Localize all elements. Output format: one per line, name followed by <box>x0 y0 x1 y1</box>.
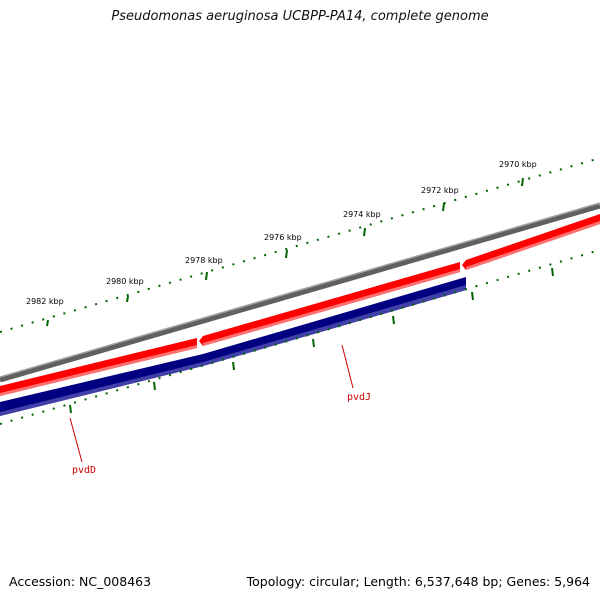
gene-label-pvdD[interactable]: pvdD <box>72 465 96 476</box>
tick-label-2980: 2980 kbp <box>106 277 144 286</box>
tick-label-2978: 2978 kbp <box>185 256 223 265</box>
tick-label-2982: 2982 kbp <box>26 297 64 306</box>
forward-feature-3 <box>462 214 600 270</box>
tick-label-2970: 2970 kbp <box>499 160 537 169</box>
forward-feature-track <box>0 214 600 396</box>
gene-track <box>0 277 466 416</box>
inner-major-ticks <box>69 267 554 414</box>
tick-label-2976: 2976 kbp <box>264 233 302 242</box>
forward-feature-2 <box>199 262 460 346</box>
tick-label-2974: 2974 kbp <box>343 210 381 219</box>
accession-text: Accession: NC_008463 <box>9 574 152 589</box>
outer-major-ticks <box>46 177 524 327</box>
genome-title: Pseudomonas aeruginosa UCBPP-PA14, compl… <box>111 9 489 24</box>
tick-label-2972: 2972 kbp <box>421 186 459 195</box>
pvdd-leader-line <box>69 417 83 463</box>
gene-label-pvdJ[interactable]: pvdJ <box>347 392 371 403</box>
backbone-ring <box>0 202 600 383</box>
pvdj-leader-line <box>341 344 354 389</box>
genome-summary-text: Topology: circular; Length: 6,537,648 bp… <box>246 574 590 589</box>
